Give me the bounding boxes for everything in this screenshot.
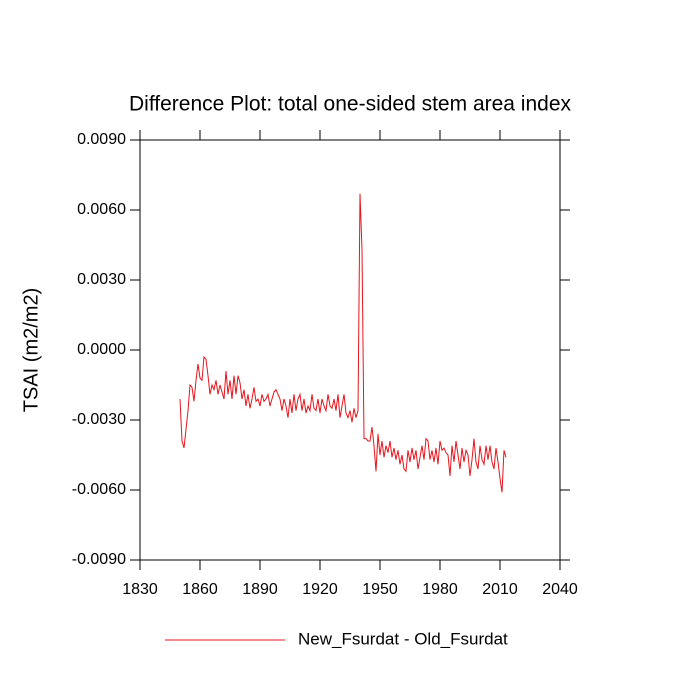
x-tick-label: 2040 — [542, 581, 578, 598]
x-tick-label: 1920 — [302, 581, 338, 598]
x-tick-label: 1950 — [362, 581, 398, 598]
x-tick-label: 1890 — [242, 581, 278, 598]
x-tick-label: 1830 — [122, 581, 158, 598]
y-tick-label: 0.0060 — [77, 201, 126, 218]
y-tick-label: 0.0030 — [77, 271, 126, 288]
y-tick-label: 0.0000 — [77, 341, 126, 358]
y-axis-label: TSAI (m2/m2) — [20, 288, 42, 412]
chart-title: Difference Plot: total one-sided stem ar… — [129, 93, 572, 116]
legend-label: New_Fsurdat - Old_Fsurdat — [298, 629, 508, 648]
y-tick-label: 0.0090 — [77, 131, 126, 148]
y-tick-label: -0.0090 — [72, 551, 126, 568]
y-tick-label: -0.0060 — [72, 481, 126, 498]
x-tick-label: 2010 — [482, 581, 518, 598]
x-tick-label: 1980 — [422, 581, 458, 598]
data-line — [179, 193, 507, 493]
y-tick-label: -0.0030 — [72, 411, 126, 428]
x-tick-label: 1860 — [182, 581, 218, 598]
